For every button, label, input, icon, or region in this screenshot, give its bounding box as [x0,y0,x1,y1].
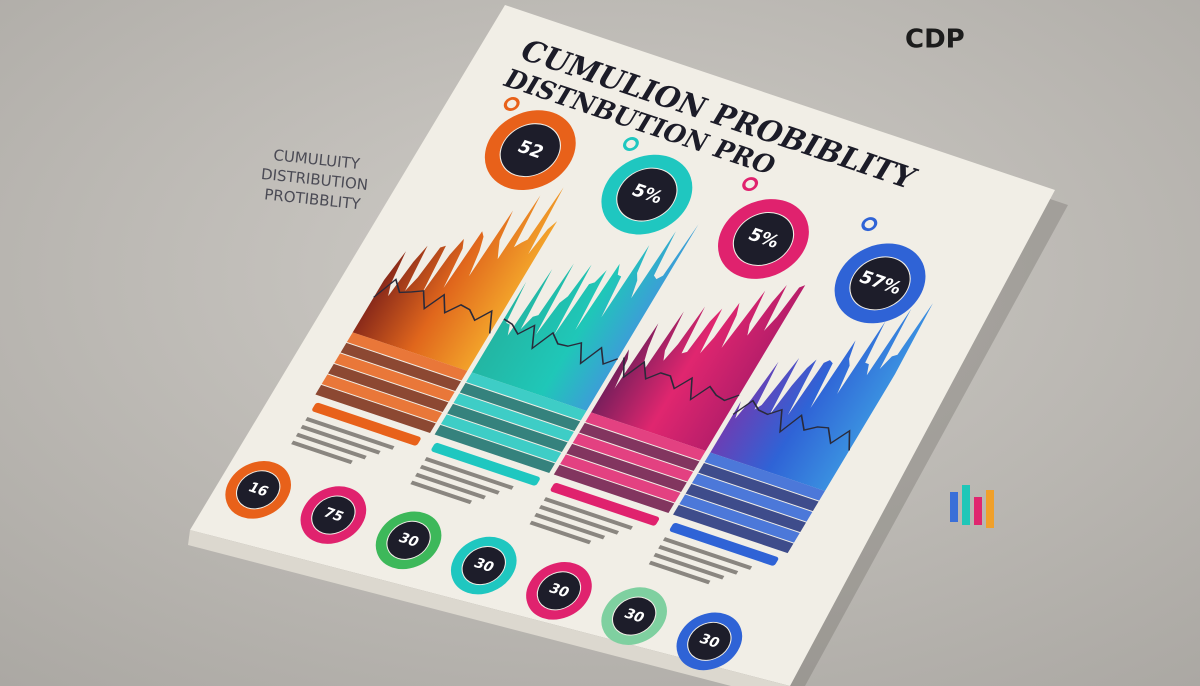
legend-strip [669,522,779,566]
gauge-core [613,597,656,635]
gauge-label: 30 [546,581,573,601]
gauge-core [617,168,677,221]
side-label: CUMULUITY DISTRIBUTION PROTIBBLITY [260,146,369,213]
stripe [553,464,675,514]
stripe [585,412,706,461]
brand: CDP [905,25,965,55]
trend-line [373,278,493,334]
stripe [685,483,807,533]
mountain [591,285,806,451]
gauge-label: 30 [395,530,422,550]
gauge-label: 16 [245,480,271,500]
gauge-core [850,257,910,310]
marker [503,97,520,111]
stripe [673,504,794,554]
marker [742,177,759,192]
gauge-ring [526,562,592,620]
poster-edge [188,530,790,686]
stripe [447,403,568,452]
text-line [653,552,725,580]
gauge-ring [834,243,926,324]
gauge-ring [484,110,576,191]
text-line [424,457,514,490]
gauge-core [462,547,505,585]
stripe [566,443,687,493]
text-line [529,520,592,545]
trend-line [622,357,740,402]
legend-strip [431,442,540,486]
deco-bar [962,485,970,525]
text-line [648,560,711,585]
stripe [346,332,468,381]
stripe [334,353,455,402]
text-line [538,504,620,535]
gauge-ring [676,612,743,671]
stripe [572,433,694,482]
gauge-ring [601,154,693,235]
stripe [340,342,462,391]
text-line [419,464,500,495]
trend-line [732,399,851,451]
gauge-ring [375,511,442,570]
gauge-core [312,496,355,534]
gauge-core [237,471,280,509]
gauge-core [688,622,731,660]
text-line [295,432,367,460]
text-line [415,472,486,500]
stripe [459,382,581,431]
gauge-ring [225,461,291,519]
gauge-ring [718,199,809,279]
gauge-core [387,521,430,559]
mountain [710,303,933,491]
stripe [434,424,556,473]
mountain [471,224,699,411]
text-line [291,440,353,465]
gauge-ring [300,486,367,544]
trend-line [503,318,618,365]
stripe [698,462,819,512]
stripe [466,372,587,421]
deco-bar [974,497,982,525]
gauge-core [500,124,560,177]
stripe [328,363,449,412]
text-line [662,537,753,570]
gauge-label: 75 [320,505,346,525]
stripe [579,422,700,472]
marker [623,137,639,151]
stripe [453,393,574,442]
marker [861,217,878,232]
gauge-ring [451,536,517,595]
mini-bars [950,485,994,528]
gauge-label: 30 [471,556,498,576]
stripe [691,473,813,522]
text-line [543,497,633,530]
stripe [440,414,562,463]
text-line [305,416,395,450]
stripe [315,384,436,433]
gauge-label: 30 [696,631,723,651]
text-line [534,512,606,540]
mountain [352,187,564,371]
text-line [410,480,473,505]
gauge-core [537,572,581,610]
deco-bar [950,492,958,522]
text-line [300,424,381,455]
stripe [560,454,681,503]
deco-bar [986,490,994,528]
legend-strip [550,482,660,526]
stripe [321,374,443,423]
gauge-label: 30 [621,606,648,626]
stripe [704,452,825,501]
legend-strip [312,402,421,446]
gauge-ring [601,587,667,645]
stripe [679,494,800,543]
gauge-core [733,213,794,265]
text-line [658,544,739,575]
